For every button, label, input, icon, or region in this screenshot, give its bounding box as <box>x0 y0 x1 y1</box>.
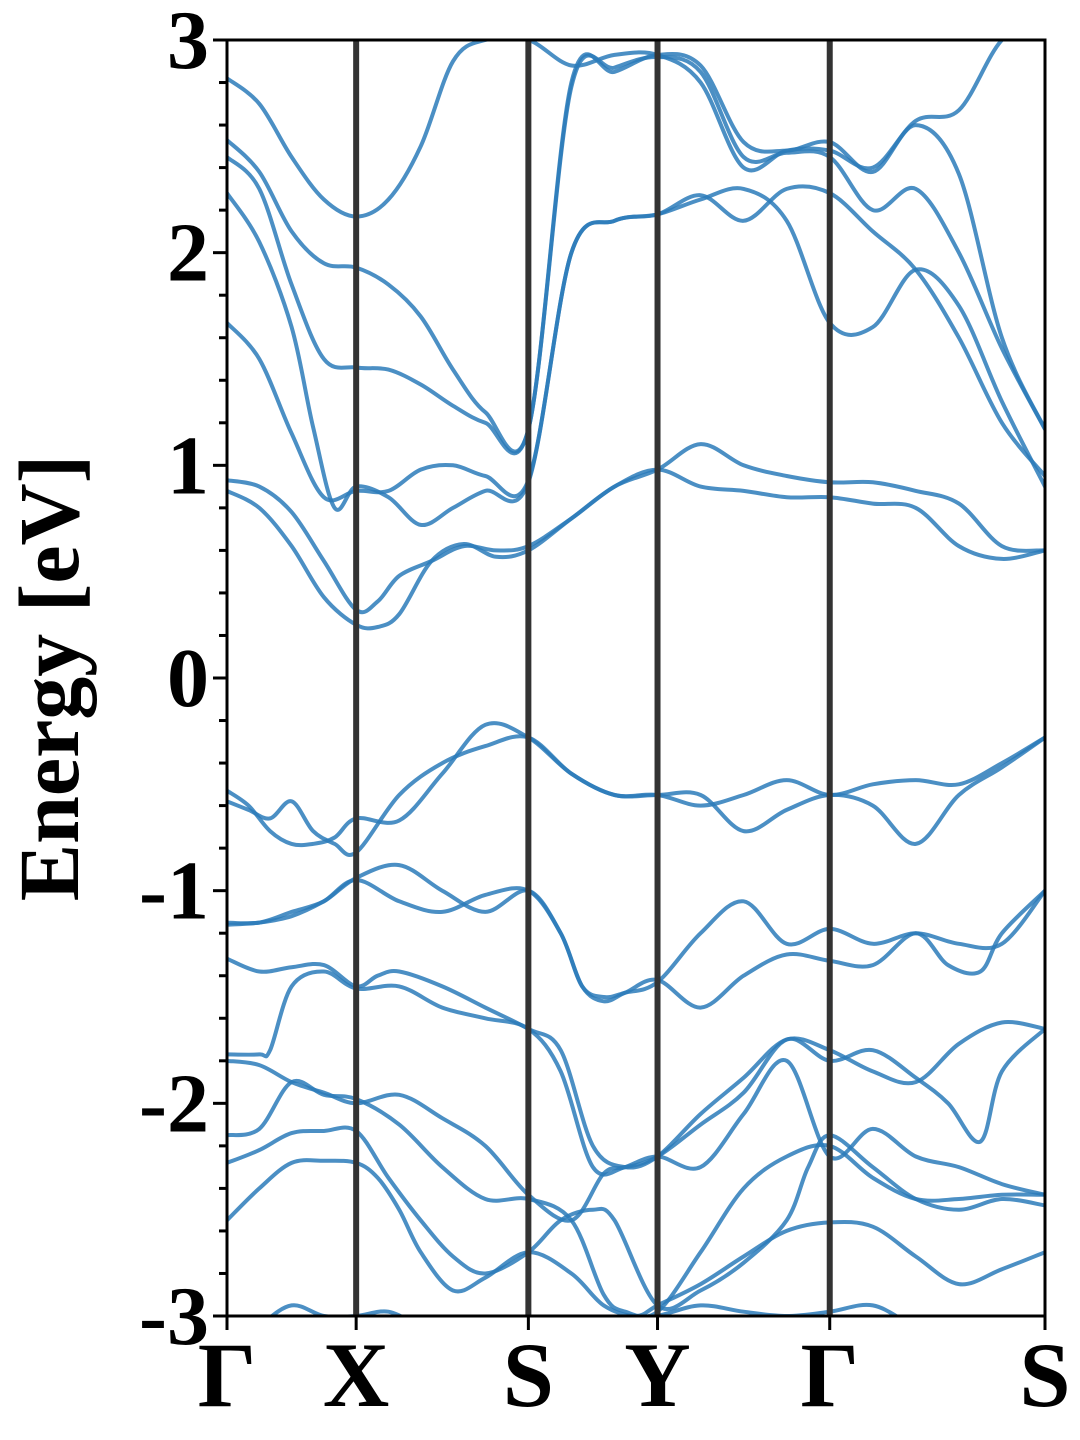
band-line-3 <box>227 1125 1045 1311</box>
y-tick-label: 3 <box>167 0 209 87</box>
y-tick-label: 1 <box>167 419 209 512</box>
band-line-7 <box>227 956 1045 1170</box>
y-tick-label: 2 <box>167 207 209 300</box>
x-tick-label: S <box>1019 1324 1070 1426</box>
band-line-15 <box>227 184 1045 527</box>
band-line-17 <box>227 51 1045 454</box>
x-tick-label: Γ <box>198 1324 257 1426</box>
band-line-18 <box>227 40 1005 219</box>
x-tick-label: Y <box>624 1324 690 1426</box>
high-symmetry-dividers <box>353 40 833 1316</box>
band-line-6 <box>227 969 1045 1177</box>
band-line-16 <box>227 53 1045 456</box>
y-tick-label: -1 <box>139 845 209 938</box>
band-line-13 <box>227 442 1045 615</box>
band-line-14 <box>227 186 1045 503</box>
y-tick-label: -3 <box>139 1270 209 1363</box>
band-line-8 <box>227 878 1045 1010</box>
y-axis-ticks: 3 2 1 0 -1 -2 -3 <box>139 0 227 1363</box>
band-line-4 <box>227 1078 1045 1316</box>
y-tick-label: 0 <box>167 632 209 725</box>
band-line-11 <box>227 721 1045 848</box>
x-tick-label: X <box>323 1324 389 1426</box>
plot-frame <box>225 38 1047 1318</box>
x-tick-label: Γ <box>800 1324 859 1426</box>
band-line-2 <box>227 1158 1045 1316</box>
y-tick-label: -2 <box>139 1057 209 1150</box>
band-line-9 <box>227 862 1045 1000</box>
y-axis-label: Energy [eV] <box>1 455 97 902</box>
x-tick-label: S <box>503 1324 554 1426</box>
band-lines <box>227 40 1045 1316</box>
